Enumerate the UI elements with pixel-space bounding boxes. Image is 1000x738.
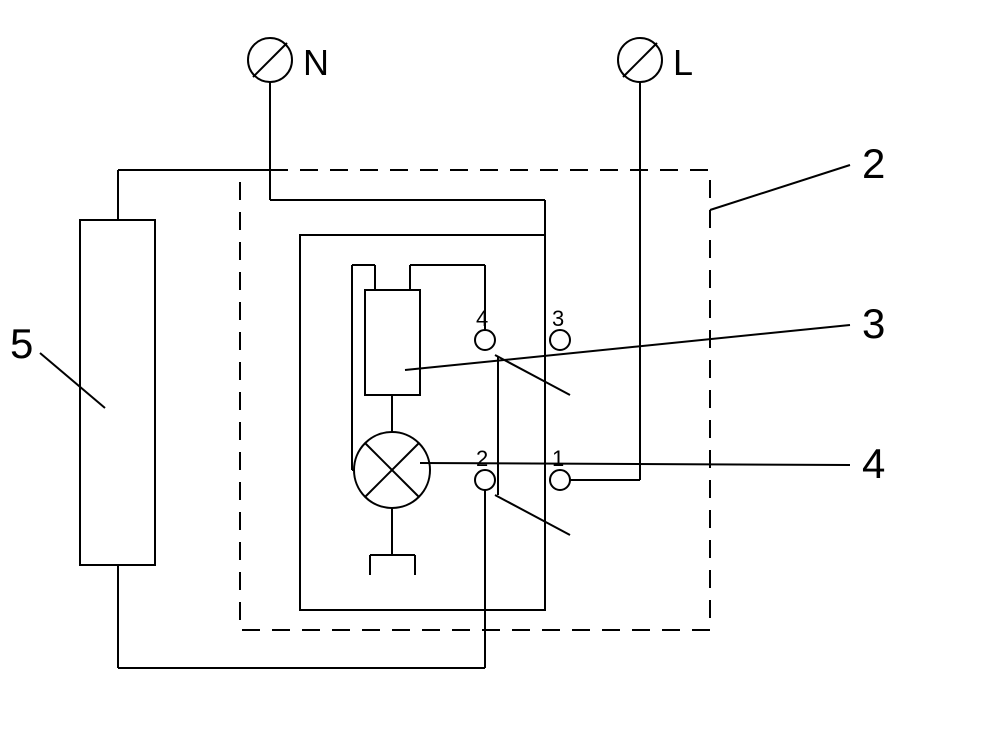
terminal-n-tick xyxy=(253,43,287,77)
switch-node-4 xyxy=(475,330,495,350)
callout-line-2 xyxy=(710,165,850,210)
callout-line-3 xyxy=(405,325,850,370)
switch-label-3: 3 xyxy=(552,306,564,332)
callout-label-5: 5 xyxy=(10,320,33,368)
switch-node-3 xyxy=(550,330,570,350)
callout-line-5 xyxy=(40,353,105,408)
switch-blade-lower xyxy=(495,495,570,535)
terminal-l-tick xyxy=(623,43,657,77)
inner-box xyxy=(300,235,545,610)
component-3-rect xyxy=(365,290,420,395)
terminal-l-label: L xyxy=(673,42,693,84)
terminal-n-label: N xyxy=(303,42,329,84)
diagram-container: N L 4 3 2 1 2 3 4 5 xyxy=(0,0,1000,738)
callout-label-3: 3 xyxy=(862,300,885,348)
switch-blade-upper xyxy=(495,355,570,395)
switch-label-1: 1 xyxy=(552,446,564,472)
switch-label-4: 4 xyxy=(476,306,488,332)
switch-node-1 xyxy=(550,470,570,490)
callout-label-4: 4 xyxy=(862,440,885,488)
schematic-svg xyxy=(0,0,1000,738)
component-5-rect xyxy=(80,220,155,565)
switch-label-2: 2 xyxy=(476,446,488,472)
callout-label-2: 2 xyxy=(862,140,885,188)
switch-node-2 xyxy=(475,470,495,490)
